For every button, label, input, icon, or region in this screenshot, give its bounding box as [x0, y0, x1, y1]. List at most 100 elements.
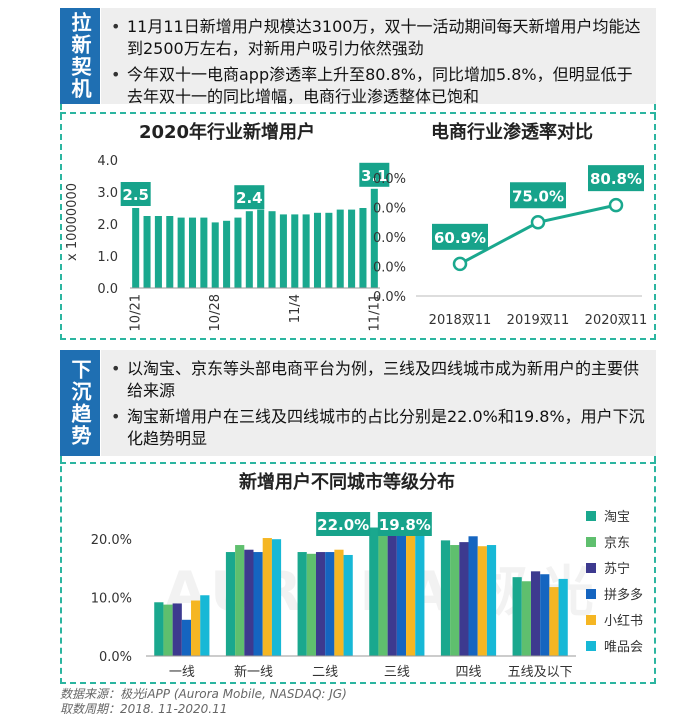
data-label: 3.1 [361, 167, 388, 185]
section-tag-acquisition: 拉新契机 [60, 8, 100, 104]
bar [315, 552, 326, 656]
bar [154, 602, 164, 656]
y-tick-label: 0.0% [99, 650, 132, 665]
data-point [530, 215, 546, 230]
chart1-ylabel: x 10000000 [65, 183, 80, 261]
bar [291, 214, 299, 288]
legend-swatch [586, 511, 596, 521]
bar [297, 552, 307, 656]
bar [359, 208, 367, 288]
bar [343, 554, 353, 656]
bar [188, 217, 197, 288]
bar [468, 536, 478, 656]
data-point [452, 256, 468, 272]
x-tick-label: 三线 [384, 665, 410, 680]
x-tick-label: 11/11 [367, 294, 382, 331]
bar [211, 222, 219, 288]
x-tick-label: 四线 [455, 665, 481, 680]
bar [549, 587, 559, 656]
x-tick-label: 10/21 [129, 294, 144, 331]
data-label-box [588, 165, 644, 192]
bar [540, 574, 550, 656]
legend-label: 拼多多 [604, 587, 643, 603]
bar [166, 216, 174, 288]
y-tick-label: 60.0% [372, 261, 406, 276]
bar [177, 217, 185, 288]
bar [325, 552, 335, 656]
legend-label: 小红书 [604, 613, 643, 629]
bar [132, 208, 140, 288]
bar [530, 571, 541, 656]
y-tick-label: 2.0 [97, 218, 118, 233]
bar [450, 545, 460, 656]
chart3-title: 新增用户不同城市等级分布 [239, 471, 455, 493]
bar [325, 212, 333, 288]
bar [521, 581, 531, 656]
data-label-box [316, 512, 371, 536]
bar [244, 549, 254, 656]
bar [302, 214, 310, 288]
bar [440, 540, 451, 656]
bullet-item: 淘宝新增用户在三线及四线城市的占比分别是22.0%和19.8%，用户下沉化趋势明… [111, 406, 648, 450]
chart1-title: 2020年行业新增用户 [139, 121, 315, 143]
legend-label: 淘宝 [604, 510, 630, 525]
y-tick-label: 4.0 [97, 154, 118, 169]
bullets-acquisition: 11月11日新增用户规模达3100万，双十一活动期间每天新增用户均能达到2500… [101, 8, 656, 106]
city-tier-bar-chart: 新增用户不同城市等级分布 AURORA 极光 0.0%10.0%20.0% 22… [91, 471, 643, 680]
data-label-box [234, 185, 265, 210]
divider-dashed [60, 112, 656, 114]
bar [257, 209, 265, 288]
footer: 数据来源：极光iAPP (Aurora Mobile, NASDAQ: JG) … [60, 687, 347, 717]
data-label: 2.5 [122, 186, 149, 204]
bar [154, 216, 162, 288]
data-label-box [359, 162, 390, 187]
bar [415, 532, 425, 656]
new-users-bar-chart: 2020年行业新增用户 x 10000000 0.0 1.0 2.0 3.0 4.0 2… [65, 121, 390, 331]
data-label-box [377, 512, 432, 536]
bar [172, 603, 182, 656]
data-label-box [510, 182, 566, 209]
bar [200, 217, 208, 288]
data-label: 75.0% [512, 187, 564, 205]
data-label-box [120, 182, 151, 206]
section-tag-sinking: 下沉趋势 [60, 350, 100, 456]
bar [225, 552, 236, 656]
data-label: 22.0% [317, 516, 369, 534]
footer-source: 数据来源：极光iAPP (Aurora Mobile, NASDAQ: JG) [60, 687, 347, 701]
bar [181, 619, 192, 656]
bar [223, 220, 231, 288]
legend-swatch [586, 641, 596, 651]
bar [191, 600, 201, 656]
data-label-box [432, 223, 488, 250]
divider-dashed [60, 462, 656, 464]
bar [313, 212, 322, 288]
y-tick-label: 50.0% [372, 290, 406, 305]
bar [253, 552, 263, 656]
bar [369, 527, 379, 656]
bullet-item: 以淘宝、京东等头部电商平台为例，三线及四线城市成为新用户的主要供给来源 [111, 358, 648, 402]
legend-swatch [586, 615, 596, 625]
charts-frame-2 [60, 456, 656, 684]
y-tick-label: 20.0% [91, 533, 132, 548]
bar [558, 578, 568, 656]
bar [271, 539, 282, 656]
bar [486, 545, 497, 656]
bar [163, 604, 173, 656]
legend-label: 唯品会 [604, 640, 643, 655]
legend-swatch [586, 589, 596, 599]
y-tick-label: 70.0% [372, 231, 406, 246]
bullet-item: 11月11日新增用户规模达3100万，双十一活动期间每天新增用户均能达到2500… [111, 16, 648, 60]
bar [459, 542, 469, 656]
y-tick-label: 10.0% [91, 592, 132, 607]
legend-swatch [586, 537, 596, 547]
x-tick-label: 2020双11 [585, 313, 648, 328]
bullet-item: 今年双十一电商app渗透率上升至80.8%，同比增加5.8%，但明显低于去年双十… [111, 64, 648, 108]
y-tick-label: 0.0 [97, 282, 118, 297]
bar [387, 532, 397, 656]
bar [406, 532, 416, 656]
x-tick-label: 二线 [312, 665, 338, 680]
x-tick-label: 一线 [169, 665, 195, 680]
bar [512, 577, 522, 656]
bar [234, 217, 242, 288]
y-tick-label: 1.0 [97, 250, 118, 265]
